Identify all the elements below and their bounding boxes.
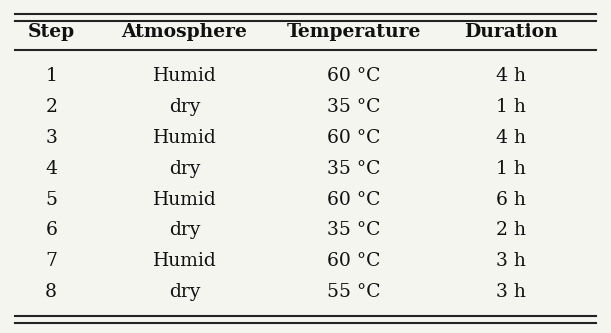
Text: dry: dry	[169, 221, 200, 239]
Text: 1 h: 1 h	[496, 160, 526, 178]
Text: Step: Step	[27, 23, 75, 41]
Text: Humid: Humid	[153, 252, 216, 270]
Text: 55 °C: 55 °C	[327, 283, 381, 301]
Text: 5: 5	[45, 190, 57, 208]
Text: 4: 4	[45, 160, 57, 178]
Text: 60 °C: 60 °C	[327, 190, 381, 208]
Text: 35 °C: 35 °C	[327, 221, 381, 239]
Text: 2: 2	[45, 98, 57, 116]
Text: dry: dry	[169, 283, 200, 301]
Text: Humid: Humid	[153, 129, 216, 147]
Text: 4 h: 4 h	[496, 68, 526, 86]
Text: 3: 3	[45, 129, 57, 147]
Text: 60 °C: 60 °C	[327, 252, 381, 270]
Text: 2 h: 2 h	[496, 221, 526, 239]
Text: 1: 1	[45, 68, 57, 86]
Text: Humid: Humid	[153, 190, 216, 208]
Text: dry: dry	[169, 160, 200, 178]
Text: 4 h: 4 h	[496, 129, 526, 147]
Text: Humid: Humid	[153, 68, 216, 86]
Text: Temperature: Temperature	[287, 23, 421, 41]
Text: Atmosphere: Atmosphere	[122, 23, 247, 41]
Text: dry: dry	[169, 98, 200, 116]
Text: 35 °C: 35 °C	[327, 98, 381, 116]
Text: 6 h: 6 h	[496, 190, 526, 208]
Text: 1 h: 1 h	[496, 98, 526, 116]
Text: 8: 8	[45, 283, 57, 301]
Text: 60 °C: 60 °C	[327, 68, 381, 86]
Text: 3 h: 3 h	[496, 252, 526, 270]
Text: 3 h: 3 h	[496, 283, 526, 301]
Text: 6: 6	[45, 221, 57, 239]
Text: Duration: Duration	[464, 23, 558, 41]
Text: 7: 7	[45, 252, 57, 270]
Text: 60 °C: 60 °C	[327, 129, 381, 147]
Text: 35 °C: 35 °C	[327, 160, 381, 178]
